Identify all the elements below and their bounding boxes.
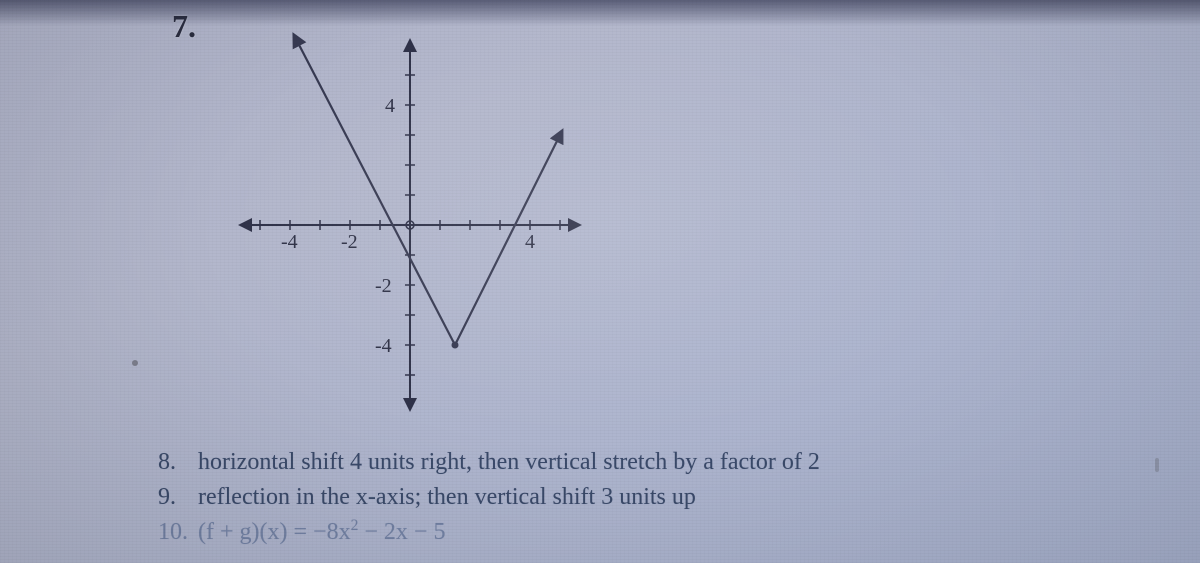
xtick-neg2: -2 [341, 231, 358, 253]
problem-number: 7. [172, 8, 196, 45]
answer-8-num: 8. [158, 445, 192, 480]
answer-9-text: reflection in the x-axis; then vertical … [198, 484, 696, 510]
answer-10-num: 10. [158, 515, 192, 550]
ytick-neg4: -4 [375, 335, 392, 357]
answer-10: 10. (f + g)(x) = −8x2 − 2x − 5 [158, 515, 1160, 550]
answer-8: 8. horizontal shift 4 units right, then … [158, 445, 1160, 480]
speck [1155, 458, 1159, 472]
xtick-4: 4 [525, 231, 535, 253]
graph-svg: -4 -2 4 4 -2 -4 [225, 30, 595, 420]
ytick-4: 4 [385, 95, 395, 117]
speck [132, 360, 138, 366]
answer-9-num: 9. [158, 480, 192, 515]
answers-block: 8. horizontal shift 4 units right, then … [158, 445, 1160, 549]
xtick-neg4: -4 [281, 231, 298, 253]
answer-9: 9. reflection in the x-axis; then vertic… [158, 480, 1160, 515]
graph-line [296, 39, 560, 345]
answer-8-text: horizontal shift 4 units right, then ver… [198, 449, 820, 475]
graph-vertex-point [452, 342, 459, 349]
answer-10-expr: −8x2 − 2x − 5 [313, 519, 445, 545]
ytick-neg2: -2 [375, 275, 392, 297]
graph-container: -4 -2 4 4 -2 -4 [225, 30, 595, 420]
answer-10-prefix: (f + g)(x) = [198, 519, 313, 545]
